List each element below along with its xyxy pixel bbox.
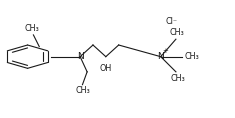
Text: Cl⁻: Cl⁻ [165,17,177,26]
Text: N: N [77,52,83,61]
Text: CH₃: CH₃ [170,28,184,37]
Text: +: + [162,48,168,54]
Text: CH₃: CH₃ [25,24,40,33]
Text: N: N [157,52,164,61]
Text: CH₃: CH₃ [75,86,90,95]
Text: OH: OH [100,64,112,73]
Text: CH₃: CH₃ [171,74,186,83]
Text: CH₃: CH₃ [185,52,200,61]
